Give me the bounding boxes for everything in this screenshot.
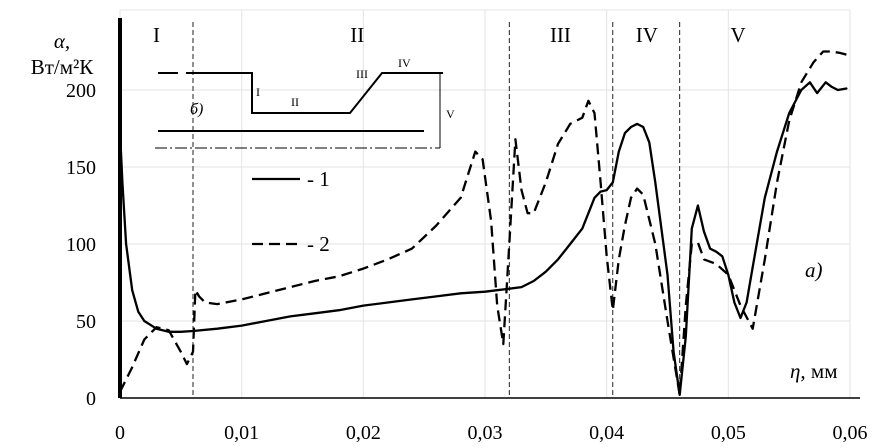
zone-label: IV <box>636 23 658 47</box>
x-tick-label: 0 <box>115 422 125 443</box>
y-tick-label: 50 <box>76 311 96 333</box>
x-tick-label: 0,02 <box>346 422 381 443</box>
data-series <box>118 50 848 397</box>
legend-label-series-2: - 2 <box>307 232 330 256</box>
y-tick-label: 0 <box>86 388 96 410</box>
zone-boundaries: I II III IV V <box>153 22 746 398</box>
x-axis-unit: мм <box>806 359 838 383</box>
y-tick-label: 200 <box>66 80 96 102</box>
inset-zone-label-2: II <box>291 95 299 109</box>
zone-label: II <box>350 23 364 47</box>
grid-lines <box>120 10 851 398</box>
legend: - 1 - 2 <box>252 167 330 256</box>
inset-zone-label-3: III <box>356 67 368 81</box>
axes <box>118 18 860 399</box>
x-tick-label: 0,05 <box>711 422 746 443</box>
inset-label: б) <box>190 101 203 118</box>
panel-label: а) <box>805 258 823 282</box>
series-line-1 <box>118 81 848 397</box>
inset-upper-wall <box>186 72 443 114</box>
zone-label: I <box>153 23 160 47</box>
y-tick-label: 150 <box>66 157 96 179</box>
zone-label: III <box>550 23 571 47</box>
x-tick-label: 0,06 <box>833 422 868 443</box>
x-tick-label: 0,04 <box>589 422 624 443</box>
inset-zone-label-4: IV <box>398 56 411 70</box>
x-tick-label: 0,03 <box>468 422 503 443</box>
inset-zone-label-5: V <box>446 107 455 121</box>
tick-labels: 0 0,01 0,02 0,03 0,04 0,05 0,06 0 50 100 150 200 <box>66 80 868 444</box>
legend-label-series-1: - 1 <box>307 167 330 191</box>
series-line-2 <box>118 50 847 397</box>
x-axis-label: η, мм <box>790 359 838 383</box>
y-tick-label: 100 <box>66 234 96 256</box>
y-axis-unit: Вт/м²К <box>31 55 95 79</box>
inset-zone-label-1: I <box>256 85 260 99</box>
y-axis-symbol: α, <box>54 29 70 53</box>
x-axis-symbol: η, <box>790 359 806 383</box>
zone-label: V <box>730 23 745 47</box>
inset-channel-schematic: б) I II III IV V <box>155 56 455 149</box>
x-tick-label: 0,01 <box>224 422 259 443</box>
